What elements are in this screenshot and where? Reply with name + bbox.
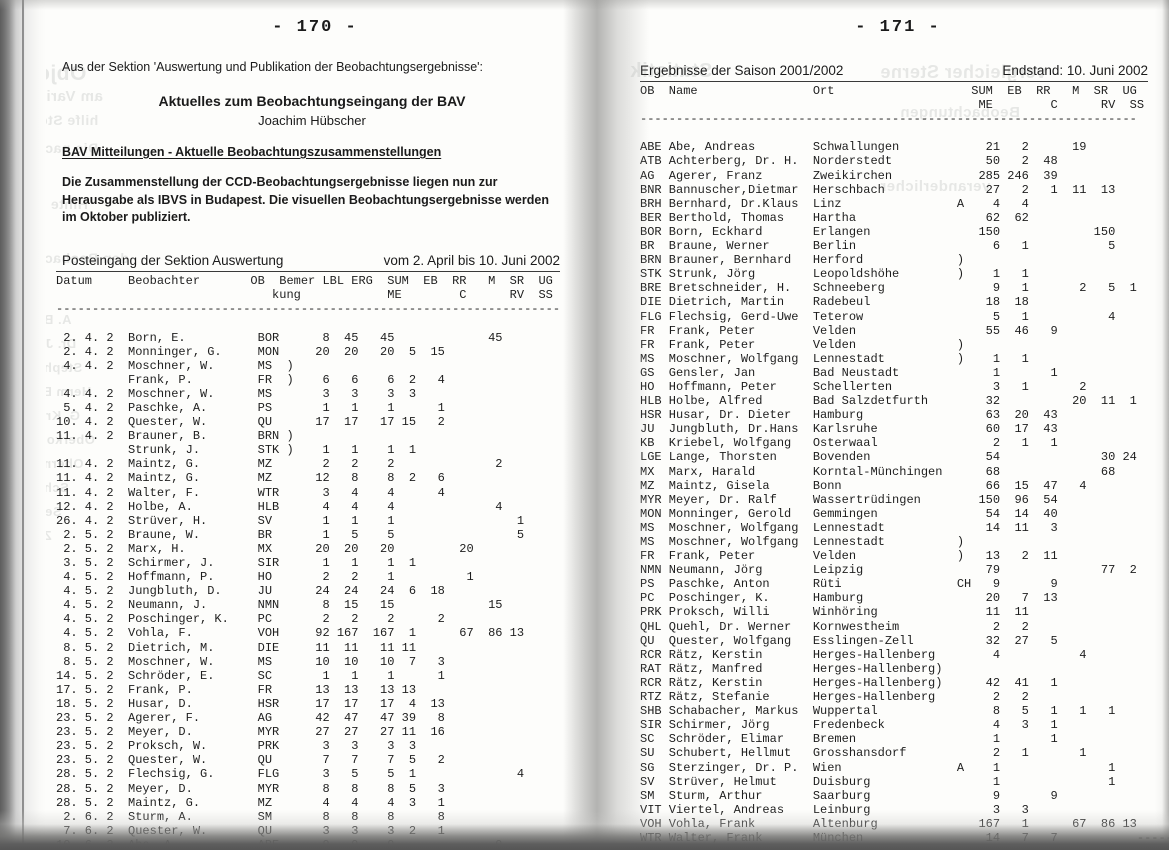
article-paragraph: Die Zusammenstellung der CCD-Beobachtung… bbox=[62, 174, 549, 225]
gutter-shadow bbox=[563, 0, 649, 850]
right-edge-shadow bbox=[1155, 0, 1169, 850]
top-edge-shadow bbox=[0, 0, 1169, 10]
page-number-right: - 171 - bbox=[855, 18, 941, 37]
spine-shadow bbox=[0, 0, 46, 850]
posteingang-caption: Posteingang der Sektion Auswertung vom 2… bbox=[62, 253, 560, 271]
posteingang-header-row-2: kung ME C RV SS bbox=[56, 288, 553, 303]
page-number-left: - 170 - bbox=[272, 18, 358, 37]
posteingang-rows: 2. 4. 2 Born, E. BOR 8 45 45 45 2. 4. 2 … bbox=[56, 330, 525, 850]
ergebnisse-caption-title: Ergebnisse der Saison 2001/2002 bbox=[640, 63, 844, 78]
spine-edge-line bbox=[22, 0, 24, 850]
ergebnisse-header-row-2: ME C RV SS bbox=[640, 98, 1145, 113]
section-heading: BAV Mitteilungen - Aktuelle Beobachtungs… bbox=[62, 144, 442, 159]
ergebnisse-rows: ABE Abe, Andreas Schwallungen 21 2 19 AT… bbox=[640, 140, 1137, 844]
article-title: Aktuelles zum Beobachtungseingang der BA… bbox=[158, 92, 466, 109]
posteingang-header-row-1: Datum Beobachter OB Bemer LBL ERG SUM EB… bbox=[56, 274, 553, 289]
ergebnisse-top-rule bbox=[640, 81, 1148, 82]
posteingang-top-rule bbox=[56, 271, 560, 273]
page-left: - 170 - Aus der Sektion 'Auswertung und … bbox=[40, 18, 570, 850]
ergebnisse-dash-rule: ----------------------------------------… bbox=[640, 112, 1137, 127]
article-author: Joachim Hübscher bbox=[258, 112, 366, 128]
ergebnisse-caption-endstand: Endstand: 10. Juni 2002 bbox=[1002, 63, 1148, 78]
section-intro-line: Aus der Sektion 'Auswertung und Publikat… bbox=[62, 60, 484, 74]
ergebnisse-table: OB Name Ort SUM EB RR M SR UG ME C RV SS… bbox=[640, 84, 1169, 850]
page-right: - 171 - Ergebnisse der Saison 2001/2002 … bbox=[640, 18, 1169, 850]
bottom-edge-shadow bbox=[0, 810, 1169, 850]
article-prose: Aus der Sektion 'Auswertung und Publikat… bbox=[62, 59, 562, 227]
posteingang-table: Datum Beobachter OB Bemer LBL ERG SUM EB… bbox=[56, 274, 570, 850]
ergebnisse-caption: Ergebnisse der Saison 2001/2002 Endstand… bbox=[640, 63, 1148, 81]
posteingang-caption-title: Posteingang der Sektion Auswertung bbox=[62, 253, 284, 269]
posteingang-caption-daterange: vom 2. April bis 10. Juni 2002 bbox=[383, 253, 560, 269]
posteingang-dash-rule: ----------------------------------------… bbox=[56, 302, 561, 317]
ergebnisse-header-row-1: OB Name Ort SUM EB RR M SR UG bbox=[640, 84, 1137, 98]
